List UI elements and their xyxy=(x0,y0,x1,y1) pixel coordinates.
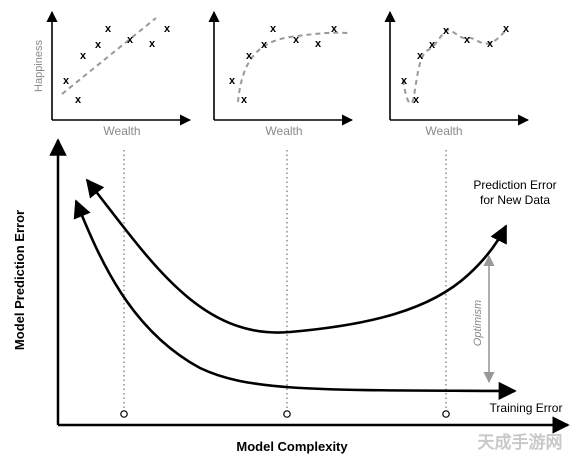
complexity-guides xyxy=(123,150,447,410)
panel-2-xlabel: Wealth xyxy=(265,124,302,138)
main-xlabel: Model Complexity xyxy=(236,439,348,454)
data-point: x xyxy=(270,23,277,35)
panel-3-points: x x x x x x x x xyxy=(401,23,510,106)
data-point: x xyxy=(229,75,236,87)
panel-overfit: Wealth x x x x x x x x xyxy=(384,10,530,138)
data-point: x xyxy=(246,50,253,62)
data-point: x xyxy=(293,34,300,46)
data-point: x xyxy=(315,38,322,50)
complexity-marker-good-fit xyxy=(283,410,291,418)
complexity-marker-underfit xyxy=(120,410,128,418)
data-point: x xyxy=(105,23,112,35)
panel-good-fit: Wealth x x x x x x x x xyxy=(208,10,354,138)
data-point: x xyxy=(464,34,471,46)
prediction-error-label-2: for New Data xyxy=(480,193,550,207)
panel-2-fit-curve xyxy=(237,31,349,103)
data-point: x xyxy=(127,34,134,46)
data-point: x xyxy=(75,94,82,106)
data-point: x xyxy=(95,39,102,51)
data-point: x xyxy=(261,39,268,51)
data-point: x xyxy=(241,94,248,106)
data-point: x xyxy=(63,75,70,87)
panel-3-xlabel: Wealth xyxy=(425,124,462,138)
panel-2-points: x x x x x x x x xyxy=(229,23,338,106)
panel-1-fit-line xyxy=(61,17,157,95)
data-point: x xyxy=(417,50,424,62)
data-point: x xyxy=(164,23,171,35)
prediction-error-curve xyxy=(85,178,508,334)
prediction-error-label-1: Prediction Error xyxy=(473,178,556,192)
data-point: x xyxy=(503,23,510,35)
data-point: x xyxy=(80,50,87,62)
data-point: x xyxy=(413,94,420,106)
data-point: x xyxy=(331,23,338,35)
data-point: x xyxy=(149,38,156,50)
panel-1-ylabel: Happiness xyxy=(33,40,45,92)
training-error-curve xyxy=(73,199,517,401)
training-error-label: Training Error xyxy=(490,401,563,415)
data-point: x xyxy=(443,25,450,37)
panel-3-fit-curve xyxy=(402,28,507,105)
main-ylabel: Model Prediction Error xyxy=(12,210,27,350)
data-point: x xyxy=(429,39,436,51)
optimism-label: Optimism xyxy=(472,300,484,346)
data-point: x xyxy=(401,75,408,87)
panel-1-points: x x x x x x x x xyxy=(63,23,171,106)
watermark: 天成手游网 xyxy=(478,432,563,452)
panel-1-xlabel: Wealth xyxy=(103,124,140,138)
complexity-marker-overfit xyxy=(442,410,450,418)
panel-underfit: Happiness Wealth x x x x x x x x xyxy=(33,10,192,138)
data-point: x xyxy=(487,38,494,50)
